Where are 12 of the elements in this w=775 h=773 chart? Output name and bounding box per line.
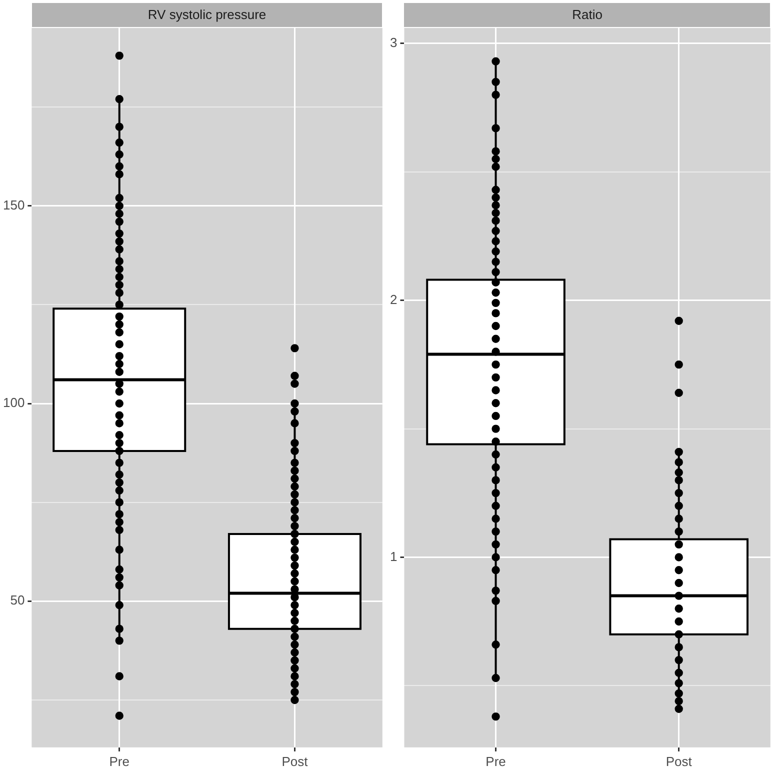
x-tick-label: Post [666,754,692,769]
x-tick-label: Pre [486,754,506,769]
y-tick-label: 150 [2,197,25,212]
x-tick-label: Pre [109,754,130,769]
chart-title: Ratio [404,3,770,27]
y-tick-label: 100 [2,395,25,410]
y-tick-label: 2 [390,292,398,307]
y-tick-label: 50 [10,592,25,608]
chart-title: RV systolic pressure [32,3,382,27]
y-tick-label: 3 [390,34,398,50]
x-tick-label: Post [282,754,308,769]
y-tick-label: 1 [390,548,398,564]
